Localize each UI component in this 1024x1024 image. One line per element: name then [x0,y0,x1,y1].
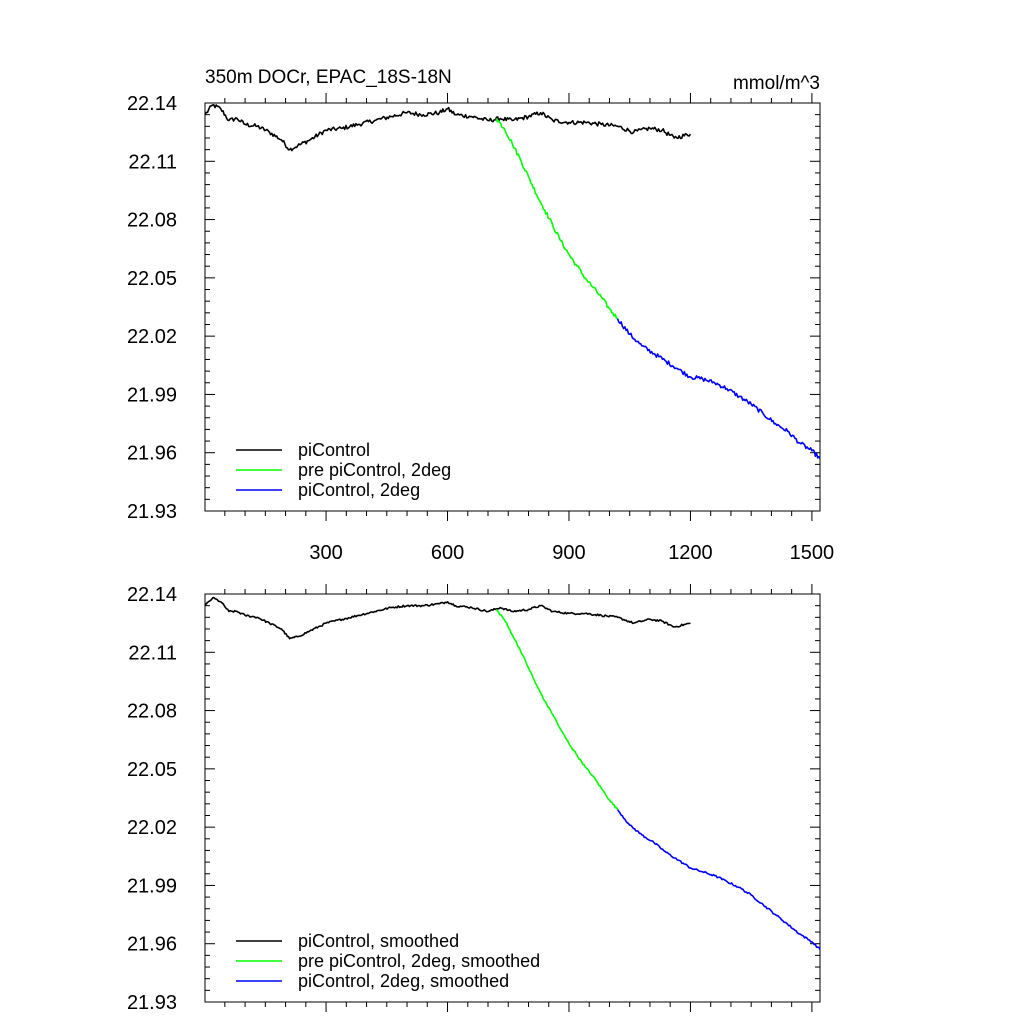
legend-label: piControl [298,440,370,460]
y-tick-label: 22.05 [127,759,177,781]
y-tick-label: 22.11 [128,151,177,173]
legend-label: pre piControl, 2deg, smoothed [298,951,540,971]
units-label: mmol/m^3 [733,73,820,94]
chart-panel-2: 22.14 22.11 22.08 22.05 22.02 21.99 21.96 21.93… [127,584,821,1014]
legend-label: piControl, 2deg [298,480,420,500]
y-tick-label: 22.08 [127,701,177,723]
y-tick-label: 22.02 [127,326,177,348]
plot-frame [204,102,821,512]
x-tick-label: 1500 [790,542,835,564]
x-tick-label: 1200 [668,542,713,564]
plot-frame [204,593,821,1003]
y-tick-label: 22.14 [127,93,177,115]
legend-label: pre piControl, 2deg [298,460,451,480]
y-tick-label: 22.05 [127,268,177,290]
legend-label: piControl, smoothed [298,931,459,951]
y-tick-label: 21.93 [127,501,177,523]
series-line-1 [204,596,691,640]
y-tick-label: 21.93 [127,992,177,1014]
y-tick-label: 21.96 [127,443,177,465]
chart-panel-1: 22.14 22.11 22.08 22.05 22.02 21.99 21.96 21.93… [127,67,834,564]
y-tick-label: 22.02 [127,817,177,839]
y-tick-label: 22.08 [127,210,177,232]
chart-title: 350m DOCr, EPAC_18S-18N [205,67,452,88]
x-tick-label: 600 [431,542,464,564]
y-tick-label: 21.99 [127,875,177,897]
x-tick-label: 900 [552,542,585,564]
series-line-1 [204,104,692,152]
series-line-2 [495,118,618,320]
y-tick-label: 22.14 [127,584,177,606]
x-tick-label: 300 [309,542,342,564]
series-line-2 [495,608,619,811]
y-tick-label: 21.99 [127,384,177,406]
y-tick-label: 21.96 [127,934,177,956]
y-tick-label: 22.11 [128,642,177,664]
series-line-3 [616,809,821,950]
series-line-3 [616,318,821,459]
legend-label: piControl, 2deg, smoothed [298,971,509,991]
